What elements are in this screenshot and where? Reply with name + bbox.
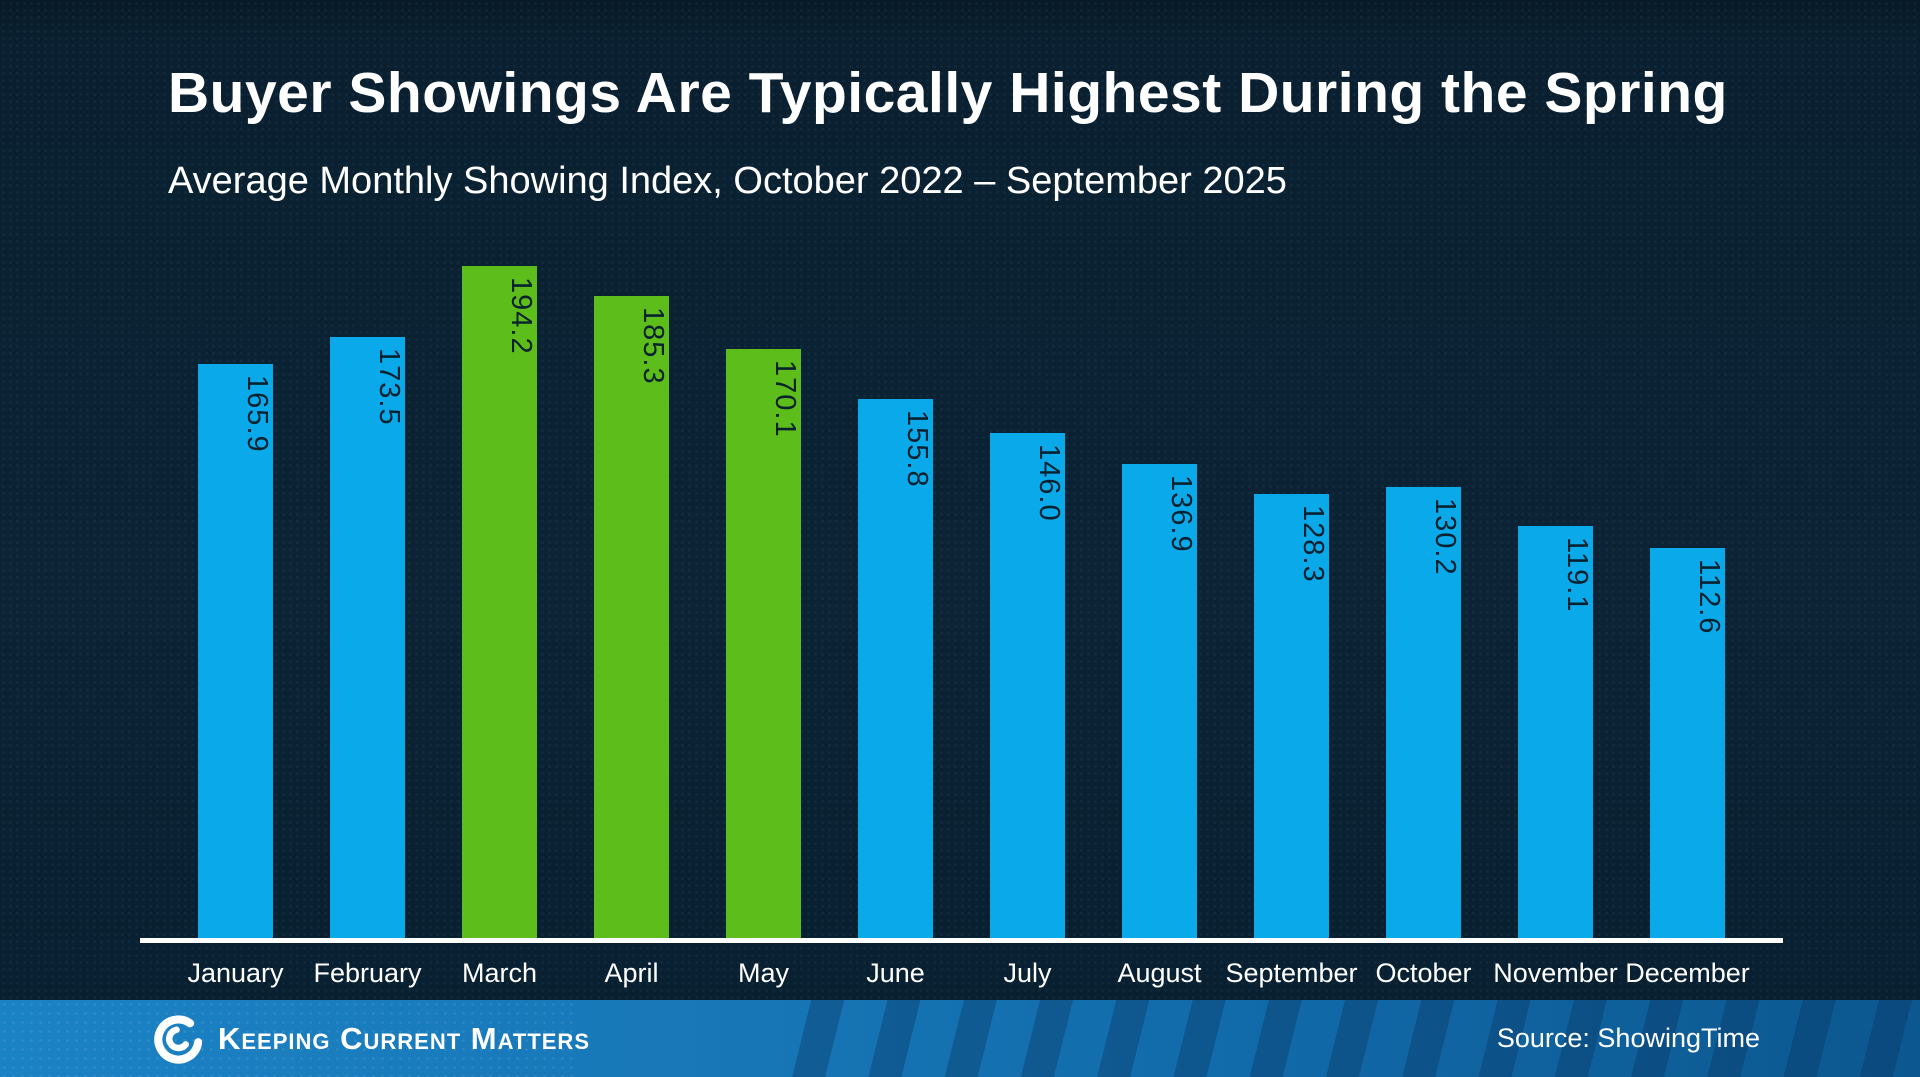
brand-name: Keeping Current Matters [218, 1020, 590, 1056]
plot-area: 165.9 173.5 194.2 185.3 170.1 155.8 146.0 136.9… [140, 200, 1783, 938]
source-attribution: Source: ShowingTime [1496, 1023, 1760, 1053]
bar-value-label-october: 130.2 [1429, 498, 1461, 576]
bar-value-label-january: 165.9 [241, 375, 273, 453]
bar-value-label-april: 185.3 [637, 307, 669, 385]
month-label-december: December [1625, 958, 1750, 988]
footer-bar: Keeping Current Matters Source: ShowingT… [0, 1000, 1920, 1077]
bar-september: 128.3 [1254, 494, 1329, 938]
bar-march: 194.2 [462, 266, 537, 938]
month-label-january: January [187, 958, 284, 988]
bar-october: 130.2 [1386, 487, 1461, 938]
bar-value-label-february: 173.5 [373, 348, 405, 426]
bar-november: 119.1 [1518, 526, 1593, 938]
month-label-july: July [1003, 958, 1052, 988]
bar-value-label-may: 170.1 [769, 360, 801, 438]
x-axis-line [140, 938, 1783, 943]
month-label-november: November [1493, 958, 1618, 988]
month-label-september: September [1225, 958, 1358, 988]
bar-february: 173.5 [330, 337, 405, 938]
month-label-february: February [313, 958, 422, 988]
month-label-october: October [1375, 958, 1472, 988]
bar-value-label-november: 119.1 [1561, 537, 1593, 613]
chart-subtitle: Average Monthly Showing Index, October 2… [168, 160, 1287, 202]
month-label-august: August [1117, 958, 1202, 988]
bar-value-label-june: 155.8 [901, 410, 933, 488]
bar-june: 155.8 [858, 399, 933, 938]
month-label-april: April [604, 958, 659, 988]
bar-value-label-march: 194.2 [505, 277, 537, 355]
bar-august: 136.9 [1122, 464, 1197, 938]
bar-july: 146.0 [990, 433, 1065, 938]
bar-value-label-september: 128.3 [1297, 505, 1329, 583]
bar-april: 185.3 [594, 296, 669, 938]
brand-lockup: Keeping Current Matters [150, 1000, 590, 1077]
month-label-may: May [737, 958, 790, 988]
bar-value-label-december: 112.6 [1693, 559, 1725, 635]
bar-january: 165.9 [198, 364, 273, 938]
month-label-june: June [866, 958, 925, 988]
bar-may: 170.1 [726, 349, 801, 938]
bar-december: 112.6 [1650, 548, 1725, 938]
kcm-swirl-logo-icon [154, 1014, 202, 1064]
bar-value-label-august: 136.9 [1165, 475, 1197, 553]
bar-value-label-july: 146.0 [1033, 444, 1065, 522]
chart-title: Buyer Showings Are Typically Highest Dur… [168, 61, 1728, 125]
month-label-march: March [461, 958, 538, 988]
